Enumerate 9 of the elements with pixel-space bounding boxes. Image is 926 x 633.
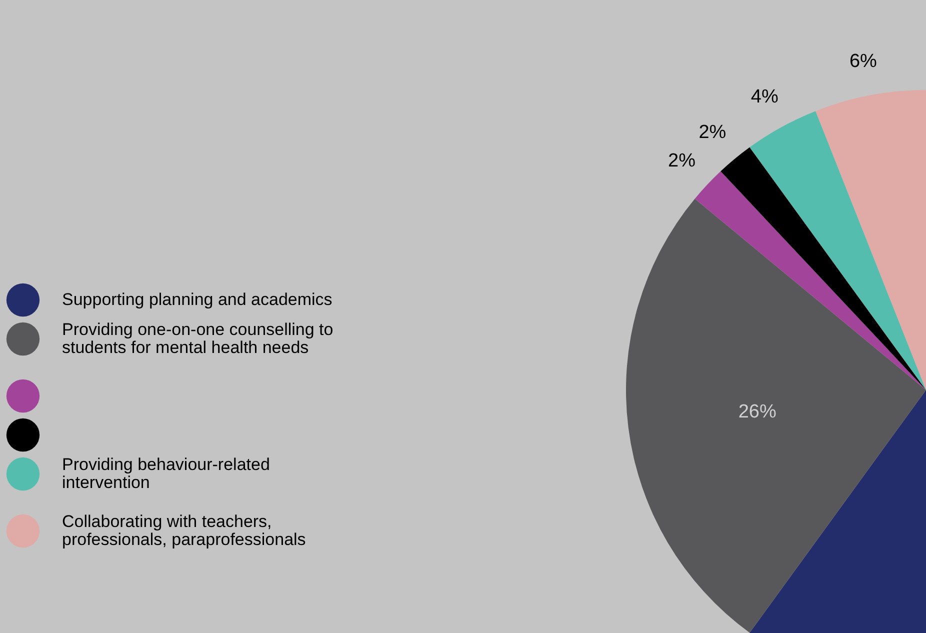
data-label: 2%: [668, 150, 696, 172]
legend-label: Providing one-on-one counselling to students for mental health needs: [62, 320, 334, 357]
data-label: 6%: [849, 50, 878, 72]
legend-label: Collaborating with teachers, professionals, paraprofessionals: [62, 512, 306, 549]
data-label: 4%: [750, 86, 778, 108]
data-label: 2%: [698, 122, 726, 143]
legend-label: Supporting planning and academics: [62, 290, 332, 309]
legend-label: Providing behaviour-related intervention: [62, 455, 270, 492]
data-label: 26%: [738, 401, 776, 422]
